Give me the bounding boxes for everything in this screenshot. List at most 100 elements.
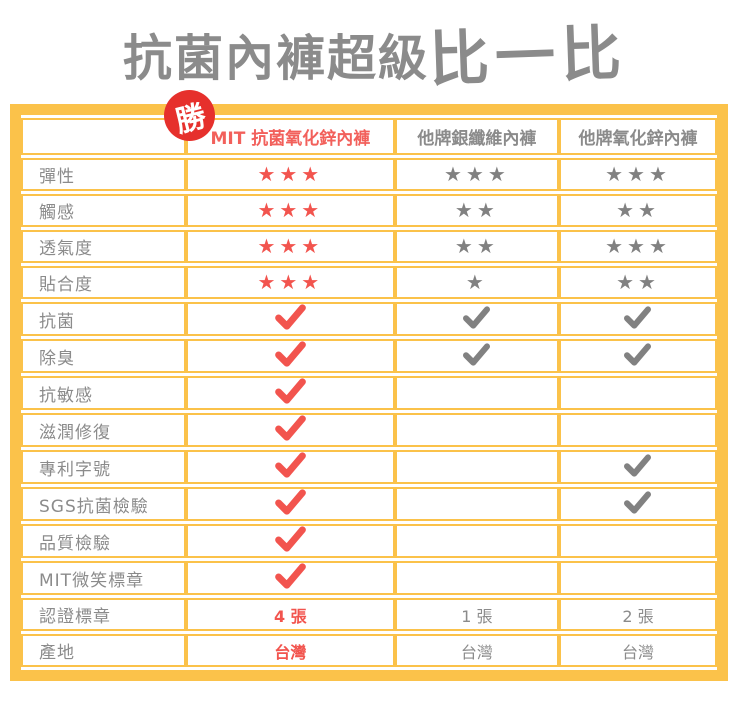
cell-check	[185, 413, 395, 447]
page-title: 抗菌內褲超級比一比	[0, 0, 750, 104]
check-icon	[623, 490, 652, 514]
star-rating: ★★★	[257, 234, 324, 258]
cell-text: 台灣	[621, 642, 654, 662]
cell-stars: ★★	[394, 194, 559, 227]
check-icon	[274, 452, 307, 478]
row-label: SGS抗菌檢驗	[21, 487, 186, 521]
table-row: 抗菌	[21, 302, 717, 336]
check-icon	[274, 563, 307, 589]
cell-value: 1 張	[394, 598, 559, 631]
cell-stars: ★★★	[185, 158, 395, 191]
star-rating: ★★	[454, 198, 499, 222]
row-label: 產地	[21, 634, 186, 667]
cell-check	[185, 487, 395, 521]
row-label: 彈性	[21, 158, 186, 191]
cell-empty	[558, 561, 717, 595]
check-icon	[623, 342, 652, 366]
star-rating: ★★	[616, 270, 660, 294]
cell-check	[185, 376, 395, 410]
cell-empty	[394, 450, 559, 484]
row-label: 觸感	[21, 194, 186, 227]
cell-stars: ★★★	[185, 194, 395, 227]
check-icon	[274, 415, 307, 441]
table-row: 貼合度 ★★★ ★ ★★	[21, 266, 717, 299]
check-icon	[623, 453, 652, 477]
cell-value: 台灣	[185, 634, 395, 667]
table-row: 抗敏感	[21, 376, 717, 410]
star-rating: ★★★	[257, 270, 324, 294]
column-header-0	[21, 118, 186, 155]
win-badge-label: 勝	[171, 98, 210, 140]
column-header-2: 他牌銀纖維內褲	[394, 118, 559, 155]
star-rating: ★★★	[605, 162, 671, 186]
cell-check	[185, 339, 395, 373]
table-row: 認證標章 4 張 1 張 2 張	[21, 598, 717, 631]
cell-check	[185, 302, 395, 336]
check-icon	[462, 342, 491, 366]
row-label: MIT微笑標章	[21, 561, 186, 595]
cell-empty	[394, 413, 559, 447]
cell-empty	[558, 524, 717, 558]
row-label: 除臭	[21, 339, 186, 373]
column-header-1: MIT 抗菌氧化鋅內褲	[185, 118, 395, 155]
cell-text: 2 張	[622, 606, 654, 626]
table-row: 產地 台灣 台灣 台灣	[21, 634, 717, 667]
table-body: 彈性 ★★★ ★★★ ★★★ 觸感 ★★★ ★★ ★★ 透氣度 ★★★ ★★ ★★★ 貼合度 ★★★ ★ ★★…	[21, 158, 717, 667]
star-rating: ★★★	[257, 162, 324, 186]
cell-stars: ★★★	[185, 230, 395, 263]
cell-check	[558, 487, 717, 521]
table-row: 品質檢驗	[21, 524, 717, 558]
cell-check	[558, 302, 717, 336]
cell-stars: ★★	[558, 266, 717, 299]
cell-stars: ★★★	[558, 230, 717, 263]
cell-check	[185, 524, 395, 558]
cell-empty	[394, 524, 559, 558]
cell-value: 台灣	[558, 634, 717, 667]
check-icon	[274, 304, 307, 330]
table-row: 滋潤修復	[21, 413, 717, 447]
cell-stars: ★★	[394, 230, 559, 263]
check-icon	[274, 378, 307, 404]
header-row: MIT 抗菌氧化鋅內褲 他牌銀纖維內褲 他牌氧化鋅內褲	[21, 118, 717, 155]
row-label: 透氣度	[21, 230, 186, 263]
cell-stars: ★★★	[558, 158, 717, 191]
cell-text: 台灣	[460, 642, 493, 662]
star-rating: ★★★	[443, 162, 510, 186]
star-rating: ★★★	[257, 198, 324, 222]
row-label: 專利字號	[21, 450, 186, 484]
cell-check	[558, 339, 717, 373]
cell-value: 台灣	[394, 634, 559, 667]
win-badge: 勝	[164, 90, 215, 141]
cell-text: 4 張	[273, 606, 307, 626]
cell-empty	[394, 487, 559, 521]
star-rating: ★★	[454, 234, 499, 258]
table-row: 除臭	[21, 339, 717, 373]
cell-check	[394, 339, 559, 373]
check-icon	[462, 305, 491, 329]
cell-check	[185, 561, 395, 595]
cell-value: 2 張	[558, 598, 717, 631]
cell-stars: ★★	[558, 194, 717, 227]
table-row: 彈性 ★★★ ★★★ ★★★	[21, 158, 717, 191]
cell-check	[185, 450, 395, 484]
cell-value: 4 張	[185, 598, 395, 631]
table-row: SGS抗菌檢驗	[21, 487, 717, 521]
row-label: 貼合度	[21, 266, 186, 299]
cell-text: 台灣	[274, 642, 307, 662]
comparison-table: 勝 MIT 抗菌氧化鋅內褲 他牌銀纖維內褲 他牌氧化鋅內褲 彈性 ★★★ ★★★ ★★★ 觸…	[10, 90, 728, 681]
title-accent: 比一比	[427, 18, 629, 96]
row-label: 滋潤修復	[21, 413, 186, 447]
cell-empty	[558, 413, 717, 447]
table-row: 專利字號	[21, 450, 717, 484]
check-icon	[274, 526, 307, 552]
table-row: MIT微笑標章	[21, 561, 717, 595]
star-rating: ★★★	[605, 234, 671, 258]
table-row: 透氣度 ★★★ ★★ ★★★	[21, 230, 717, 263]
cell-stars: ★★★	[394, 158, 559, 191]
row-label: 品質檢驗	[21, 524, 186, 558]
table-row: 觸感 ★★★ ★★ ★★	[21, 194, 717, 227]
cell-stars: ★★★	[185, 266, 395, 299]
check-icon	[274, 489, 307, 515]
row-label: 抗菌	[21, 302, 186, 336]
